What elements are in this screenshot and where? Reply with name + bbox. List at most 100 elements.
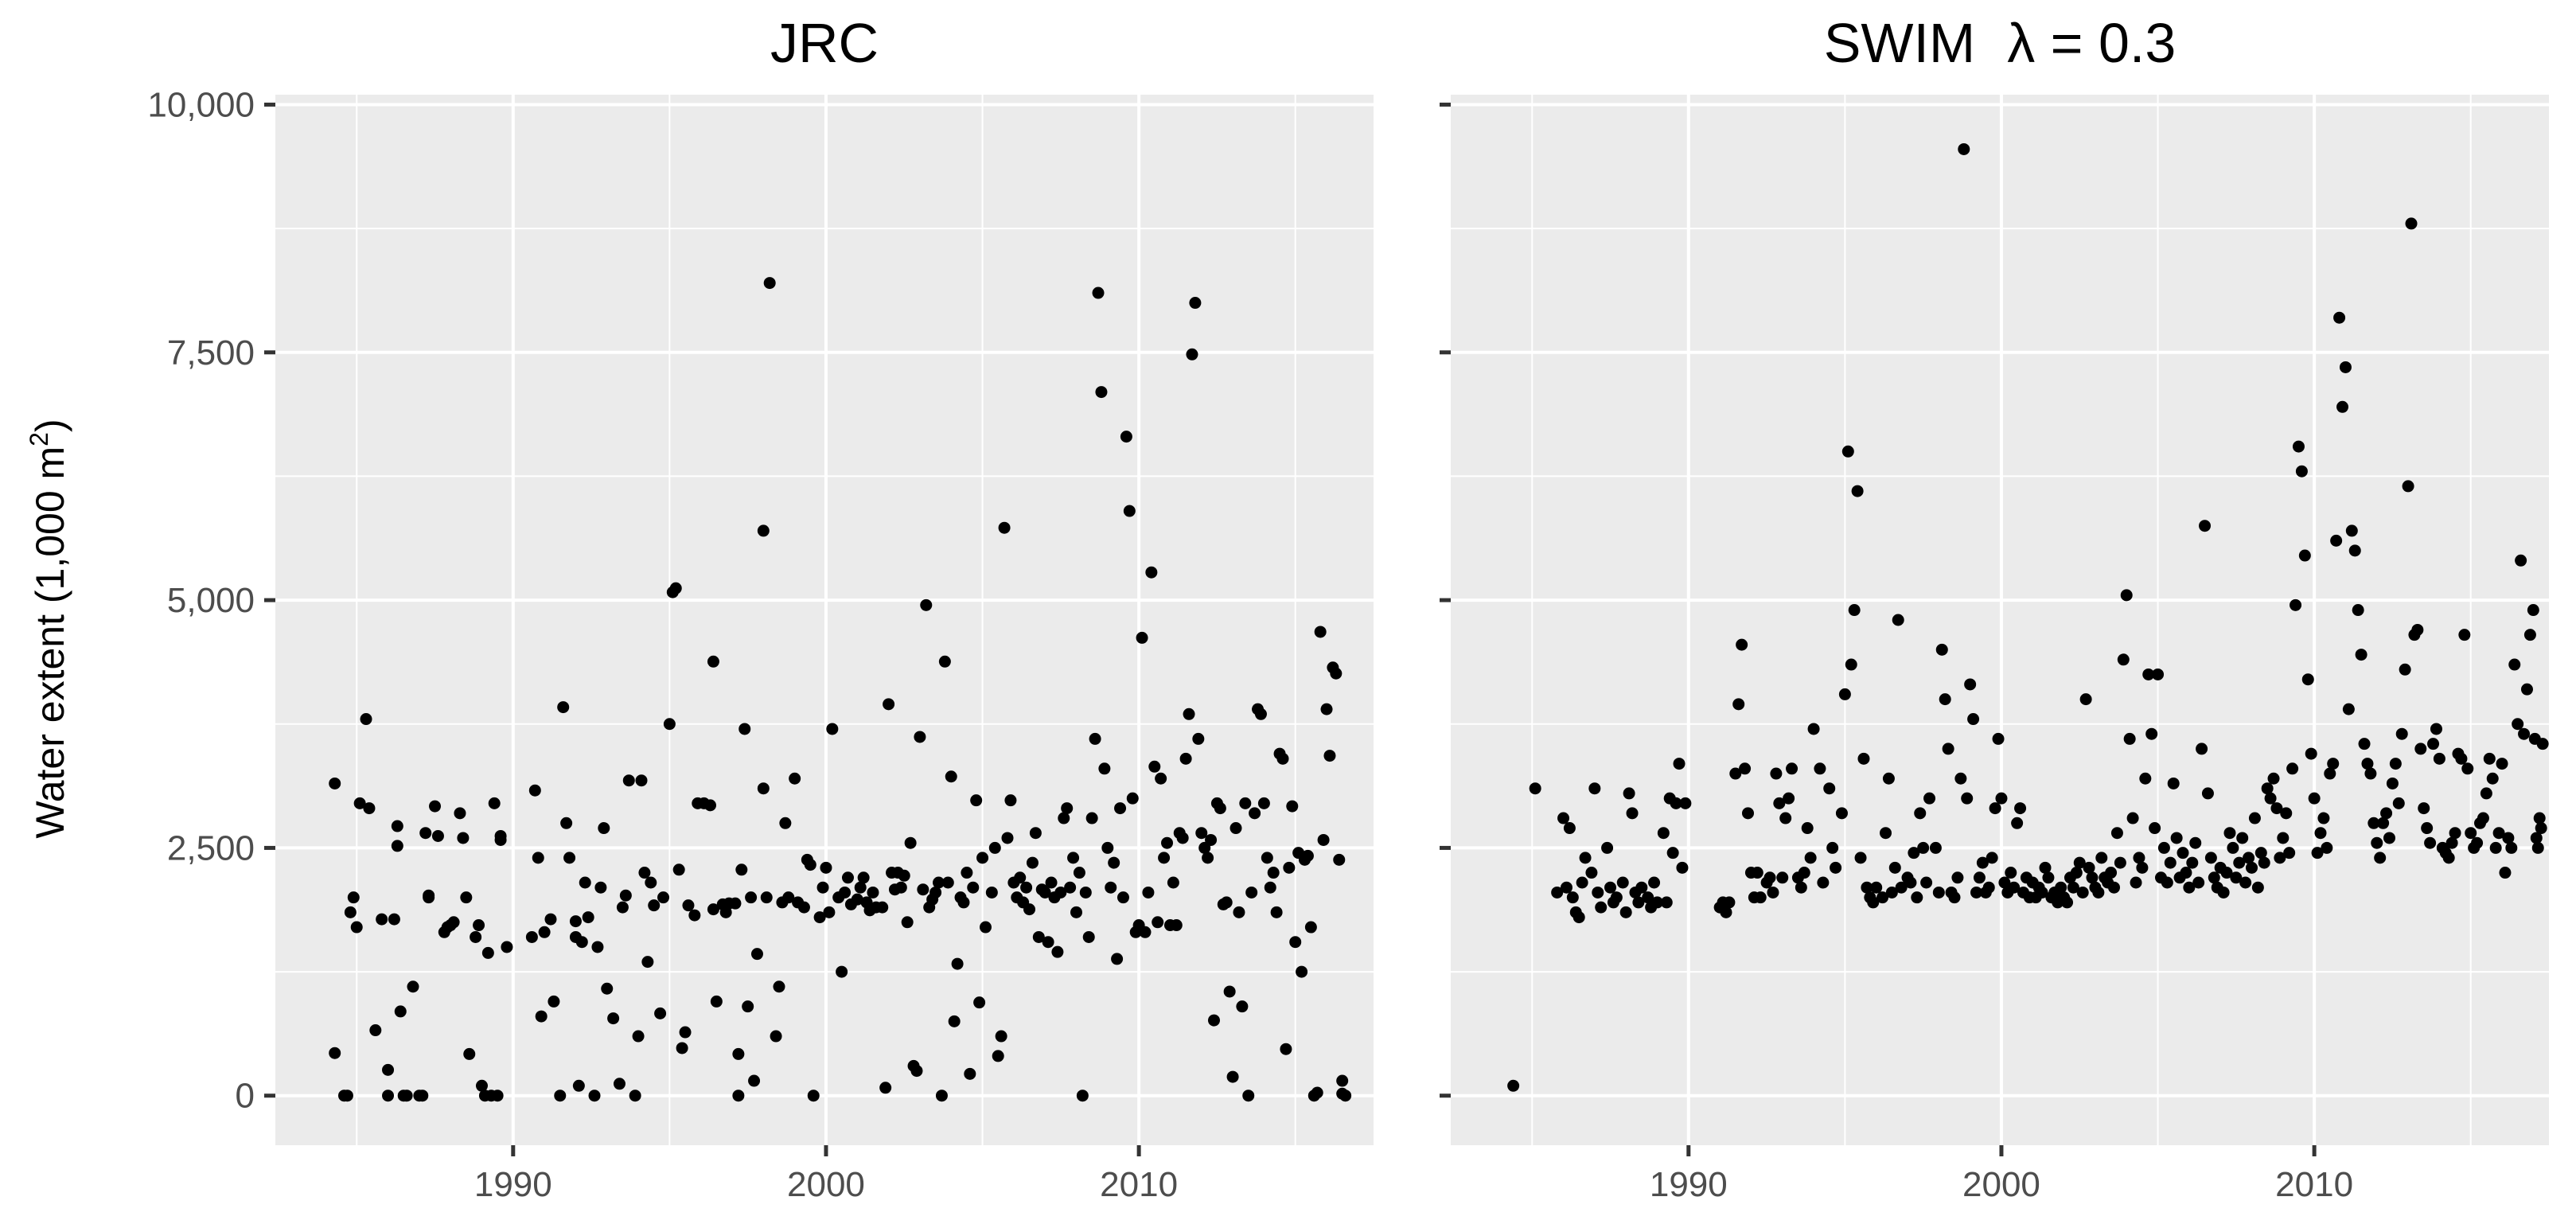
data-point: [2492, 827, 2505, 840]
data-point: [1233, 906, 1245, 918]
data-point: [836, 965, 848, 978]
data-point: [400, 1090, 413, 1102]
data-point: [1183, 708, 1195, 720]
data-point: [1336, 1074, 1349, 1087]
data-point: [1170, 919, 1183, 932]
data-point: [964, 1067, 976, 1080]
data-point: [2070, 867, 2083, 879]
data-point: [739, 723, 751, 735]
data-point: [1823, 782, 1836, 795]
data-point: [638, 867, 651, 879]
data-point: [1830, 861, 1842, 874]
data-point: [1176, 832, 1189, 844]
data-point: [2283, 847, 2296, 860]
data-point: [770, 1030, 782, 1043]
data-point: [1779, 812, 1792, 824]
data-point: [2523, 629, 2536, 641]
data-point: [1529, 782, 1541, 795]
data-point: [2317, 812, 2330, 824]
data-point: [2399, 663, 2411, 676]
data-point: [1286, 800, 1299, 813]
data-point: [1105, 881, 1117, 894]
data-point: [2208, 871, 2220, 884]
data-point: [2142, 668, 2155, 680]
data-point: [1851, 485, 1864, 497]
data-point: [579, 876, 591, 889]
data-point: [1623, 787, 1635, 800]
data-point: [973, 996, 986, 1009]
jrc-gridlines: [275, 95, 1374, 1145]
data-point: [2383, 832, 2395, 844]
data-point: [645, 876, 657, 889]
data-point: [2421, 822, 2434, 835]
data-point: [1917, 841, 1930, 854]
data-point: [2076, 886, 2089, 899]
data-point: [904, 836, 917, 849]
data-point: [1020, 881, 1033, 894]
data-point: [2433, 752, 2445, 765]
data-point: [1585, 867, 1598, 879]
data-point: [2461, 762, 2474, 775]
data-point: [2424, 836, 2437, 849]
data-point: [1861, 881, 1873, 894]
data-point: [707, 903, 719, 916]
data-point: [1001, 832, 1014, 844]
data-point: [2201, 787, 2214, 800]
data-point: [935, 1090, 948, 1102]
data-point: [2167, 777, 2180, 789]
data-point: [1867, 896, 1880, 909]
data-point: [1320, 703, 1333, 715]
data-point: [457, 832, 470, 844]
data-point: [970, 794, 983, 807]
data-point: [2236, 832, 2249, 844]
data-point: [1054, 886, 1067, 899]
data-point: [2458, 629, 2471, 641]
data-point: [1848, 604, 1861, 617]
data-point: [2183, 881, 2196, 894]
swim-gridlines: [1451, 95, 2549, 1145]
data-point: [2405, 217, 2418, 230]
data-point: [2496, 758, 2508, 770]
y-tick-label: 7,500: [167, 333, 255, 372]
data-point: [745, 891, 758, 904]
x-tick-label: 2000: [1962, 1165, 2040, 1204]
data-point: [2280, 807, 2293, 820]
data-point: [1301, 849, 1314, 862]
data-point: [2277, 832, 2290, 844]
data-point: [2486, 772, 2499, 785]
data-point: [2189, 836, 2202, 849]
data-point: [1826, 841, 1839, 854]
data-point: [1205, 833, 1218, 846]
data-point: [820, 861, 832, 874]
swim-panel: SWIM λ = 0.3 1990 2000 2010: [1440, 12, 2549, 1204]
data-point: [1870, 881, 1883, 894]
data-point: [732, 1047, 745, 1060]
data-point: [532, 852, 544, 864]
data-point: [1139, 926, 1152, 938]
data-point: [2361, 758, 2374, 770]
data-point: [2217, 886, 2230, 899]
data-point: [654, 1007, 667, 1019]
data-point: [2483, 752, 2496, 765]
data-point: [475, 1079, 488, 1092]
data-point: [1023, 903, 1036, 916]
data-point: [914, 731, 926, 743]
data-point: [2243, 852, 2255, 864]
data-point: [2489, 841, 2502, 854]
data-point: [1161, 836, 1174, 849]
data-point: [528, 784, 541, 797]
data-point: [757, 524, 770, 537]
data-point: [669, 582, 682, 594]
data-point: [688, 909, 701, 922]
data-point: [369, 1024, 382, 1037]
data-point: [748, 1074, 761, 1087]
data-point: [2204, 852, 2217, 864]
data-point: [1982, 881, 1995, 894]
data-point: [2177, 847, 2189, 860]
data-point: [416, 1090, 429, 1102]
data-point: [2061, 896, 2074, 909]
data-point: [933, 876, 945, 889]
data-point: [1061, 802, 1074, 815]
data-point: [2042, 871, 2055, 884]
